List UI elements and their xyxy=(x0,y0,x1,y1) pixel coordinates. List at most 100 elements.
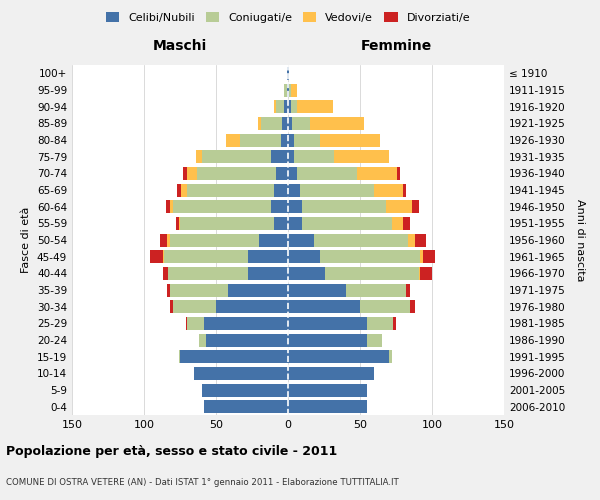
Bar xyxy=(288,317,367,330)
Bar xyxy=(170,234,259,246)
Bar xyxy=(166,200,170,213)
Bar xyxy=(206,334,288,346)
Bar xyxy=(205,400,288,413)
Bar xyxy=(274,100,277,113)
Bar xyxy=(183,167,187,180)
Bar xyxy=(284,84,287,96)
Bar xyxy=(181,184,187,196)
Bar xyxy=(274,184,288,196)
Bar xyxy=(403,217,410,230)
Bar xyxy=(403,184,406,196)
Bar xyxy=(186,317,187,330)
Bar xyxy=(291,84,296,96)
Bar xyxy=(170,200,173,213)
Bar xyxy=(289,84,291,96)
Bar xyxy=(179,217,180,230)
Bar xyxy=(393,317,396,330)
Bar xyxy=(334,150,389,163)
Bar xyxy=(288,267,325,280)
Bar xyxy=(170,284,227,296)
Bar xyxy=(282,117,288,130)
Bar xyxy=(288,117,292,130)
Bar xyxy=(288,217,302,230)
Bar xyxy=(288,67,289,80)
Bar xyxy=(227,284,288,296)
Bar xyxy=(421,250,424,263)
Bar xyxy=(167,234,170,246)
Bar xyxy=(302,217,392,230)
Bar xyxy=(415,234,426,246)
Text: Femmine: Femmine xyxy=(361,40,431,54)
Bar xyxy=(281,134,288,146)
Bar xyxy=(288,400,367,413)
Bar xyxy=(170,300,173,313)
Bar xyxy=(386,200,412,213)
Bar xyxy=(294,134,320,146)
Bar xyxy=(173,300,216,313)
Bar xyxy=(288,234,314,246)
Bar xyxy=(299,184,374,196)
Bar xyxy=(288,184,299,196)
Bar xyxy=(367,317,393,330)
Bar xyxy=(288,200,302,213)
Bar xyxy=(284,100,288,113)
Bar xyxy=(202,384,288,396)
Bar xyxy=(288,150,294,163)
Bar xyxy=(271,200,288,213)
Bar xyxy=(357,167,397,180)
Bar xyxy=(288,250,320,263)
Bar xyxy=(187,317,205,330)
Bar xyxy=(288,367,374,380)
Bar xyxy=(292,117,310,130)
Bar xyxy=(164,250,248,263)
Bar xyxy=(259,234,288,246)
Bar xyxy=(320,250,421,263)
Bar xyxy=(360,300,410,313)
Bar xyxy=(180,350,288,363)
Bar xyxy=(320,134,380,146)
Bar xyxy=(314,234,407,246)
Bar xyxy=(271,150,288,163)
Bar xyxy=(197,167,277,180)
Bar xyxy=(367,334,382,346)
Bar xyxy=(397,167,400,180)
Bar xyxy=(176,217,179,230)
Bar xyxy=(288,284,346,296)
Bar xyxy=(288,100,291,113)
Bar xyxy=(277,100,284,113)
Bar xyxy=(202,150,271,163)
Bar xyxy=(226,134,241,146)
Bar xyxy=(288,167,296,180)
Bar xyxy=(179,350,180,363)
Bar xyxy=(294,150,334,163)
Bar xyxy=(248,250,288,263)
Bar xyxy=(288,84,289,96)
Y-axis label: Anni di nascita: Anni di nascita xyxy=(575,198,585,281)
Bar xyxy=(392,217,403,230)
Bar xyxy=(196,150,202,163)
Bar xyxy=(296,167,357,180)
Bar xyxy=(325,267,419,280)
Bar xyxy=(241,134,281,146)
Bar xyxy=(412,200,419,213)
Bar xyxy=(310,117,364,130)
Bar xyxy=(216,300,288,313)
Bar xyxy=(167,284,170,296)
Bar xyxy=(288,384,367,396)
Bar xyxy=(374,184,403,196)
Bar xyxy=(169,267,248,280)
Text: COMUNE DI OSTRA VETERE (AN) - Dati ISTAT 1° gennaio 2011 - Elaborazione TUTTITAL: COMUNE DI OSTRA VETERE (AN) - Dati ISTAT… xyxy=(6,478,399,487)
Bar xyxy=(173,200,271,213)
Bar xyxy=(389,350,392,363)
Bar xyxy=(302,200,386,213)
Legend: Celibi/Nubili, Coniugati/e, Vedovi/e, Divorziati/e: Celibi/Nubili, Coniugati/e, Vedovi/e, Di… xyxy=(101,8,475,28)
Bar xyxy=(274,217,288,230)
Bar xyxy=(187,184,274,196)
Bar xyxy=(419,267,421,280)
Y-axis label: Fasce di età: Fasce di età xyxy=(22,207,31,273)
Text: Maschi: Maschi xyxy=(153,40,207,54)
Bar xyxy=(291,100,296,113)
Bar xyxy=(194,367,288,380)
Bar xyxy=(410,300,415,313)
Bar xyxy=(288,334,367,346)
